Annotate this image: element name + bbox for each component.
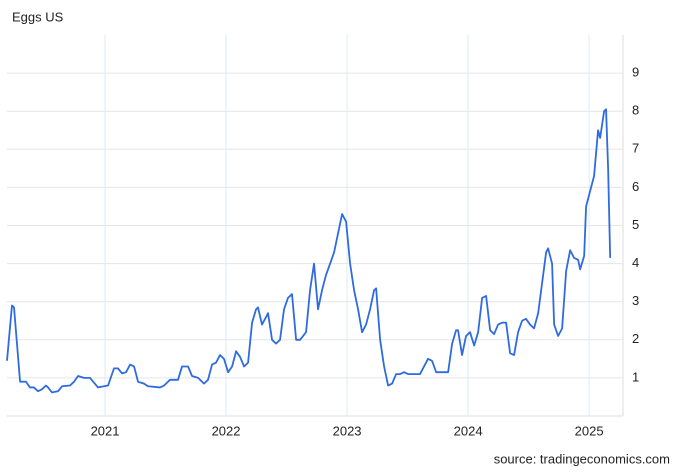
x-tick-label: 2025 (575, 423, 604, 438)
source: source: tradingeconomics.com (494, 451, 670, 466)
y-tick-label: 6 (632, 179, 639, 194)
y-tick-label: 2 (632, 331, 639, 346)
x-tick-label: 2022 (212, 423, 241, 438)
x-tick-label: 2024 (454, 423, 483, 438)
x-tick-label: 2023 (333, 423, 362, 438)
y-tick-label: 4 (632, 255, 639, 270)
y-tick-label: 8 (632, 103, 639, 118)
y-tick-label: 9 (632, 65, 639, 80)
line (6, 108, 612, 394)
y-tick-label: 7 (632, 141, 639, 156)
y-tick-label: 1 (632, 369, 639, 384)
y-tick-label: 5 (632, 217, 639, 232)
chart-title: Eggs US (12, 9, 64, 24)
y-tick-label: 3 (632, 293, 639, 308)
x-tick-label: 2021 (91, 423, 120, 438)
